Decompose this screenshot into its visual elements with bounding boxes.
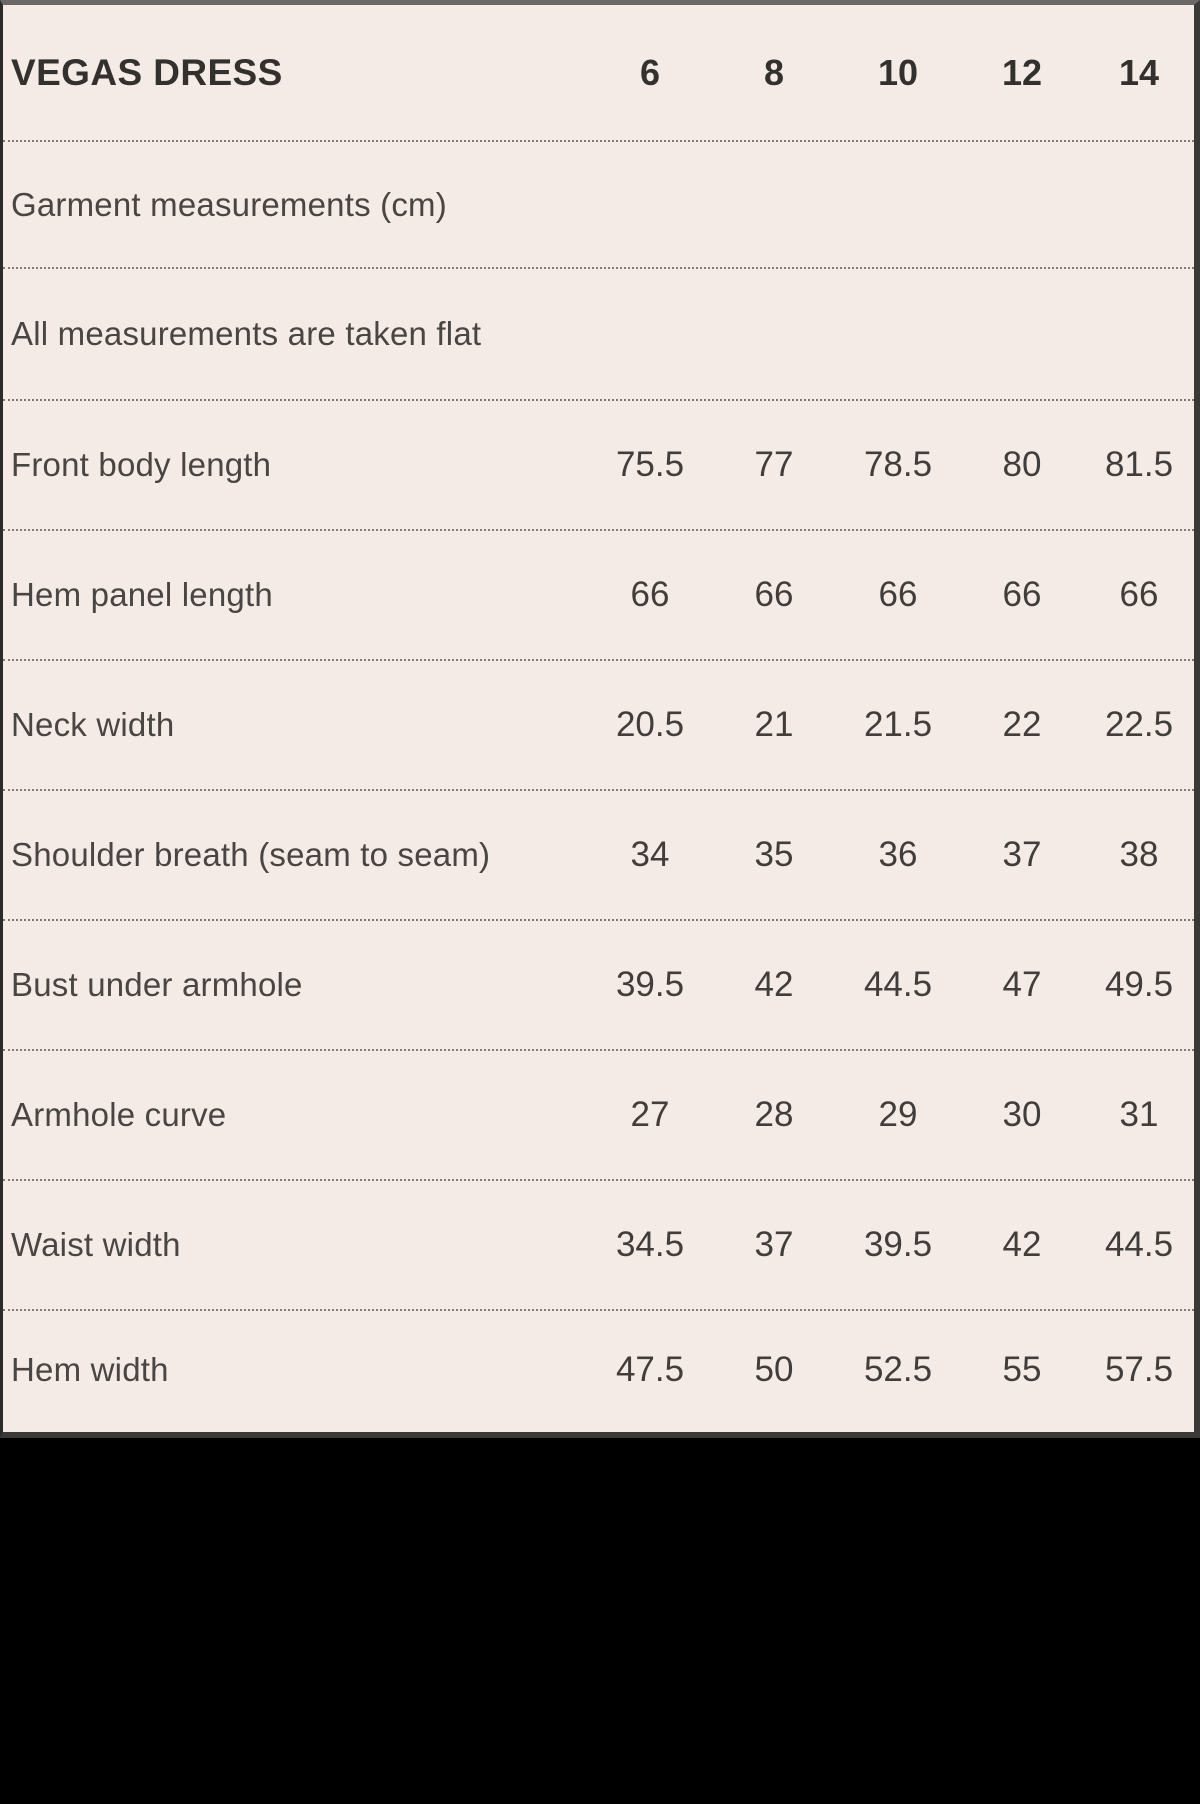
measurement-value: 39.5	[863, 1225, 933, 1264]
measurement-value: 66	[754, 575, 794, 614]
size-column-header-14: 14	[1118, 51, 1160, 93]
measurement-value: 28	[754, 1095, 794, 1134]
note-units-text: Garment measurements (cm)	[11, 185, 447, 223]
product-title: VEGAS DRESS	[11, 51, 283, 93]
bottom-black-area	[0, 1438, 1200, 1804]
measurement-value: 37	[754, 1225, 794, 1264]
measurement-value: 27	[630, 1095, 670, 1134]
measurement-value: 34.5	[615, 1225, 685, 1264]
table-row-armhole-curve: Armhole curve 27 28 29 30 31	[3, 1049, 1194, 1179]
measurement-value: 81.5	[1104, 445, 1174, 484]
note-row-flat: All measurements are taken flat	[3, 267, 1194, 399]
measurement-value: 55	[1002, 1350, 1042, 1389]
note-row-units: Garment measurements (cm)	[3, 140, 1194, 267]
measurement-value: 35	[754, 835, 794, 874]
measurement-value: 66	[1119, 575, 1159, 614]
measurement-value: 36	[878, 835, 918, 874]
measurement-value: 66	[1002, 575, 1042, 614]
table-row-waist-width: Waist width 34.5 37 39.5 42 44.5	[3, 1179, 1194, 1309]
measurement-value: 38	[1119, 835, 1159, 874]
measurement-value: 75.5	[615, 445, 685, 484]
measurement-value: 39.5	[615, 965, 685, 1004]
table-row-shoulder-breath: Shoulder breath (seam to seam) 34 35 36 …	[3, 789, 1194, 919]
table-row-bust-under-armhole: Bust under armhole 39.5 42 44.5 47 49.5	[3, 919, 1194, 1049]
measurement-value: 77	[754, 445, 794, 484]
size-column-header-10: 10	[877, 51, 919, 93]
measurement-value: 29	[878, 1095, 918, 1134]
measurement-value: 47.5	[615, 1350, 685, 1389]
table-row-front-body-length: Front body length 75.5 77 78.5 80 81.5	[3, 399, 1194, 529]
measurement-label: Hem panel length	[11, 576, 273, 613]
measurement-value: 80	[1002, 445, 1042, 484]
measurement-label: Waist width	[11, 1226, 181, 1263]
measurement-value: 21	[754, 705, 794, 744]
measurement-value: 31	[1119, 1095, 1159, 1134]
measurement-label: Neck width	[11, 706, 175, 743]
measurement-value: 37	[1002, 835, 1042, 874]
measurement-value: 66	[878, 575, 918, 614]
measurement-label: Hem width	[11, 1351, 169, 1388]
measurement-value: 47	[1002, 965, 1042, 1004]
table-row-neck-width: Neck width 20.5 21 21.5 22 22.5	[3, 659, 1194, 789]
measurement-value: 22	[1002, 705, 1042, 744]
note-flat-text: All measurements are taken flat	[11, 315, 482, 352]
measurement-value: 42	[754, 965, 794, 1004]
measurement-value: 44.5	[863, 965, 933, 1004]
measurement-value: 42	[1002, 1225, 1042, 1264]
measurement-value: 49.5	[1104, 965, 1174, 1004]
measurement-value: 44.5	[1104, 1225, 1174, 1264]
table-row-hem-width: Hem width 47.5 50 52.5 55 57.5	[3, 1309, 1194, 1429]
table-row-hem-panel-length: Hem panel length 66 66 66 66 66	[3, 529, 1194, 659]
measurement-value: 78.5	[863, 445, 933, 484]
measurement-value: 34	[630, 835, 670, 874]
measurement-value: 52.5	[863, 1350, 933, 1389]
size-chart-panel: VEGAS DRESS 6 8 10 12 14 Garment measure…	[0, 0, 1200, 1438]
measurement-label: Armhole curve	[11, 1096, 227, 1133]
measurement-value: 30	[1002, 1095, 1042, 1134]
measurement-label: Bust under armhole	[11, 966, 303, 1003]
size-column-header-12: 12	[1001, 51, 1043, 93]
measurement-label: Front body length	[11, 446, 272, 483]
header-row: VEGAS DRESS 6 8 10 12 14	[3, 5, 1194, 140]
measurement-value: 57.5	[1104, 1350, 1174, 1389]
measurement-value: 20.5	[615, 705, 685, 744]
measurement-value: 22.5	[1104, 705, 1174, 744]
measurement-value: 50	[754, 1350, 794, 1389]
measurement-value: 66	[630, 575, 670, 614]
size-column-header-8: 8	[763, 51, 785, 93]
measurement-value: 21.5	[863, 705, 933, 744]
size-column-header-6: 6	[639, 51, 661, 93]
measurement-label: Shoulder breath (seam to seam)	[11, 836, 491, 873]
